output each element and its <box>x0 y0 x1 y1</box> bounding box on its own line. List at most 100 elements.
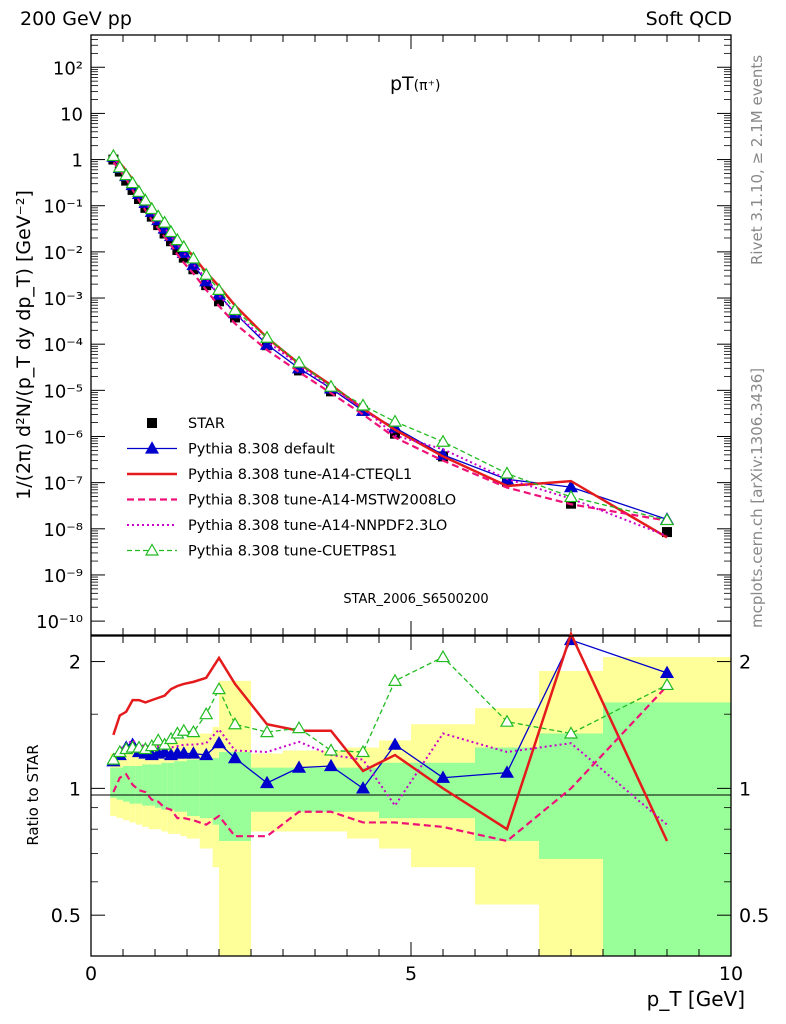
top-series-point <box>157 215 172 228</box>
top-series-point <box>199 274 214 287</box>
ratio-series-point <box>176 723 191 736</box>
ratio-series-point <box>259 775 275 789</box>
top-series-point <box>259 330 275 343</box>
top-series-5 <box>106 148 675 526</box>
ratio-series-point <box>227 750 243 764</box>
ratio-series-point <box>659 677 675 691</box>
legend-label: Pythia 8.308 tune-A14-CTEQL1 <box>188 467 412 483</box>
bottom-y-tick-label: 0.5 <box>51 905 81 927</box>
bottom-series-layer <box>106 630 675 843</box>
legend-label: Pythia 8.308 default <box>188 442 335 458</box>
top-series-point <box>291 355 307 368</box>
top-series-point <box>227 302 243 316</box>
star-data-point <box>390 428 400 439</box>
top-series-point <box>659 512 675 526</box>
ratio-series-2 <box>112 685 668 843</box>
ratio-series-point <box>499 765 515 778</box>
top-series-point <box>106 148 121 162</box>
top-series-3 <box>112 161 668 522</box>
x-axis-label: p_T [GeV] <box>647 987 745 1011</box>
ratio-series-line <box>112 685 668 843</box>
inner-band-segment <box>283 767 315 812</box>
top-series-point <box>131 184 147 197</box>
top-series-point <box>211 282 227 296</box>
ratio-series-point <box>199 706 214 720</box>
inner-band-segment <box>148 764 155 806</box>
inner-band-segment <box>212 758 219 825</box>
legend-item: Pythia 8.308 tune-A14-NNPDF2.3LO <box>127 518 447 534</box>
watermark: STAR_2006_S6500200 <box>343 592 488 607</box>
inner-band-segment <box>135 766 143 804</box>
top-y-tick-label: 10⁻⁴ <box>43 335 83 356</box>
bottom-y-tick-label-right: 0.5 <box>739 905 769 927</box>
star-data-point <box>166 236 176 247</box>
inner-band-segment <box>219 751 251 842</box>
bottom-panel: 0 5 10 0.5 0.5 1 1 2 2 <box>51 630 769 985</box>
top-series-point <box>138 193 153 206</box>
top-y-tick-label: 10⁻¹⁰ <box>36 612 83 633</box>
top-y-axis-ticks: 10⁻¹⁰ 10⁻⁹ 10⁻⁸ 10⁻⁷ 10⁻⁶ 10⁻⁵ 10⁻⁴ 10⁻³ 10⁻² 10⁻… <box>36 35 732 635</box>
ratio-series-point <box>659 665 675 678</box>
ratio-series-point <box>323 743 339 756</box>
inner-band-segment <box>142 764 149 806</box>
top-y-tick-label: 10⁻⁵ <box>43 381 83 402</box>
inner-band-segment <box>110 767 117 798</box>
bottom-plot-frame <box>90 635 732 957</box>
top-y-axis-label: 1/(2π) d²N/(p_T dy dp_T) [GeV⁻²] <box>13 190 35 500</box>
top-y-tick-label: 1 <box>72 151 83 172</box>
ratio-series-point <box>355 744 371 758</box>
top-series-point <box>170 232 185 246</box>
top-y-tick-label: 10⁻⁹ <box>43 566 83 587</box>
star-data-point <box>662 527 672 538</box>
top-series-point <box>112 160 127 173</box>
legend-marker <box>144 441 160 454</box>
top-series-layer <box>106 148 675 539</box>
top-series-point <box>151 209 166 222</box>
x-tick-label: 5 <box>405 963 417 985</box>
legend-item: Pythia 8.308 tune-CUETP8S1 <box>127 543 397 560</box>
inner-band-segment <box>155 764 162 808</box>
ratio-series-point <box>186 724 201 738</box>
top-series-point <box>186 251 201 264</box>
legend-label: Pythia 8.308 tune-A14-NNPDF2.3LO <box>188 518 447 534</box>
inner-band-segment <box>539 733 603 859</box>
top-series-point <box>387 414 403 427</box>
legend-item: Pythia 8.308 tune-A14-CTEQL1 <box>127 467 412 483</box>
ratio-series-point <box>227 717 243 730</box>
ratio-series-point <box>151 733 166 746</box>
ratio-series-point <box>106 752 121 765</box>
top-plot-area <box>91 35 731 635</box>
ratio-series-point <box>435 770 451 783</box>
legend-item: Pythia 8.308 tune-A14-MSTW2008LO <box>127 493 456 509</box>
top-series-point <box>186 257 201 271</box>
top-y-tick-label: 10⁻¹ <box>43 197 83 218</box>
top-series-point <box>144 201 159 215</box>
header-left: 200 GeV pp <box>20 8 132 30</box>
bottom-y-axis-label: Ratio to STAR <box>24 744 42 845</box>
top-series-point <box>499 466 515 479</box>
inner-band-segment <box>379 762 411 819</box>
legend-label: Pythia 8.308 tune-CUETP8S1 <box>188 544 397 560</box>
legend-item: STAR <box>147 416 225 432</box>
ratio-series-1 <box>112 630 669 842</box>
top-series-point <box>323 379 339 392</box>
top-plot-frame <box>90 34 732 636</box>
top-series-point <box>119 167 134 181</box>
top-panel: 10⁻¹⁰ 10⁻⁹ 10⁻⁸ 10⁻⁷ 10⁻⁶ 10⁻⁵ 10⁻⁴ 10⁻³ 10⁻² 10⁻… <box>36 34 732 636</box>
inner-band-segment <box>315 767 347 812</box>
legend-label: Pythia 8.308 tune-A14-MSTW2008LO <box>188 493 456 509</box>
ratio-series-point <box>211 736 227 749</box>
legend: STAR Pythia 8.308 default Pythia 8.308 tun… <box>127 416 456 560</box>
inner-band-segment <box>161 762 168 810</box>
bottom-y-tick-label: 2 <box>69 652 81 674</box>
ratio-series-point <box>186 746 201 759</box>
ratio-series-point <box>499 714 515 727</box>
rivet-version-label: Rivet 3.1.10, ≥ 2.1M events <box>748 55 766 265</box>
top-series-line <box>112 156 668 537</box>
top-series-point <box>176 239 191 253</box>
legend-star-marker <box>147 418 157 428</box>
ratio-series-point <box>199 747 214 761</box>
top-series-point <box>563 489 579 503</box>
top-series-line <box>112 161 668 522</box>
